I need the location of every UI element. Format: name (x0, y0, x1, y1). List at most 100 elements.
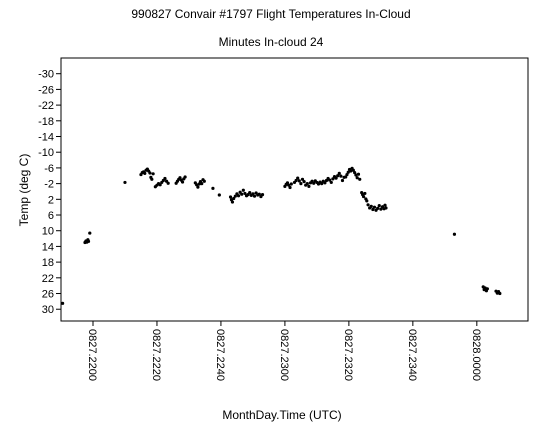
data-point (211, 186, 215, 190)
data-point (452, 232, 457, 236)
data-point (302, 180, 306, 184)
data-point (86, 239, 91, 243)
data-point (143, 171, 147, 176)
x-tick-label: 0827.2220 (150, 329, 162, 381)
data-point (376, 206, 380, 210)
y-tick-label: 2 (48, 194, 54, 206)
data-point (312, 181, 316, 185)
data-point (384, 206, 388, 210)
data-point (200, 182, 204, 186)
data-point (233, 194, 237, 198)
data-point (300, 177, 305, 181)
data-point (349, 169, 353, 173)
data-point (331, 177, 335, 181)
x-tick-label: 0827.2240 (214, 329, 226, 381)
data-point (241, 188, 245, 192)
data-point (369, 204, 373, 208)
y-tick-label: -2 (44, 179, 54, 191)
data-point (217, 193, 221, 197)
y-tick-label: 22 (42, 273, 54, 285)
data-point (371, 207, 375, 212)
data-point (345, 172, 349, 177)
data-point (485, 287, 489, 291)
data-point (148, 171, 152, 175)
data-point (346, 170, 350, 174)
data-point (289, 182, 293, 186)
y-tick-label: 10 (42, 226, 54, 238)
data-point (288, 185, 292, 190)
x-axis: 0827.2200 0827.2220 0827.2240 0827.2300 0827… (86, 321, 482, 381)
data-point (377, 203, 381, 208)
y-tick-label: -6 (44, 163, 54, 175)
data-point (351, 168, 355, 172)
data-point (307, 184, 311, 188)
y-tick-label: 26 (42, 289, 54, 301)
data-point (251, 192, 255, 196)
data-point (379, 207, 383, 211)
y-tick-label: -26 (38, 84, 54, 96)
data-point (334, 176, 338, 180)
data-point (365, 199, 369, 203)
data-point (344, 175, 348, 179)
plot-frame (60, 57, 529, 322)
data-point (257, 192, 261, 196)
x-tick-label: 0827.2300 (278, 329, 290, 381)
data-point (228, 195, 233, 199)
y-tick-label: 14 (42, 241, 54, 253)
data-point (323, 181, 327, 185)
data-points (60, 166, 502, 305)
data-point (336, 174, 340, 178)
data-point (287, 183, 291, 187)
data-point (240, 192, 244, 196)
chart-subtitle: Minutes In-cloud 24 (219, 35, 324, 49)
data-point (363, 191, 367, 196)
data-point (248, 191, 252, 195)
data-point (294, 178, 298, 183)
data-point (383, 203, 387, 207)
data-point (355, 176, 359, 180)
data-point (340, 178, 345, 183)
data-point (166, 181, 170, 185)
data-point (320, 182, 324, 186)
data-point (236, 194, 241, 198)
data-point (158, 183, 162, 187)
data-point (163, 176, 167, 181)
data-point (202, 179, 206, 183)
y-tick-label: 30 (42, 304, 54, 316)
y-tick-label: -30 (38, 69, 54, 81)
y-tick-label: -10 (38, 147, 54, 159)
data-point (328, 178, 332, 182)
data-point (361, 194, 366, 199)
data-point (151, 172, 155, 176)
data-point (337, 171, 341, 176)
data-point (232, 196, 236, 201)
data-point (372, 205, 377, 209)
data-point (243, 191, 247, 196)
data-point (366, 203, 370, 207)
data-point (329, 180, 333, 185)
y-tick-label: 18 (42, 257, 54, 269)
data-point (339, 174, 343, 178)
data-point (296, 176, 300, 180)
data-point (180, 180, 185, 184)
y-tick-label: -14 (38, 132, 54, 144)
data-point (299, 182, 303, 186)
data-point (353, 171, 357, 175)
data-point (197, 182, 201, 186)
data-point (195, 183, 199, 187)
data-point (498, 291, 502, 296)
data-point (150, 177, 154, 181)
data-point (252, 194, 257, 198)
data-point (183, 175, 187, 179)
y-axis-label: Temp (deg C) (17, 154, 31, 227)
x-axis-label: MonthDay.Time (UTC) (222, 408, 341, 422)
x-tick-label: 0827.2200 (86, 329, 98, 381)
data-point (88, 231, 92, 235)
y-tick-label: -22 (38, 100, 54, 112)
data-point (297, 179, 301, 183)
x-tick-label: 0827.2340 (406, 329, 418, 381)
data-point (356, 172, 361, 176)
data-point (354, 173, 358, 177)
